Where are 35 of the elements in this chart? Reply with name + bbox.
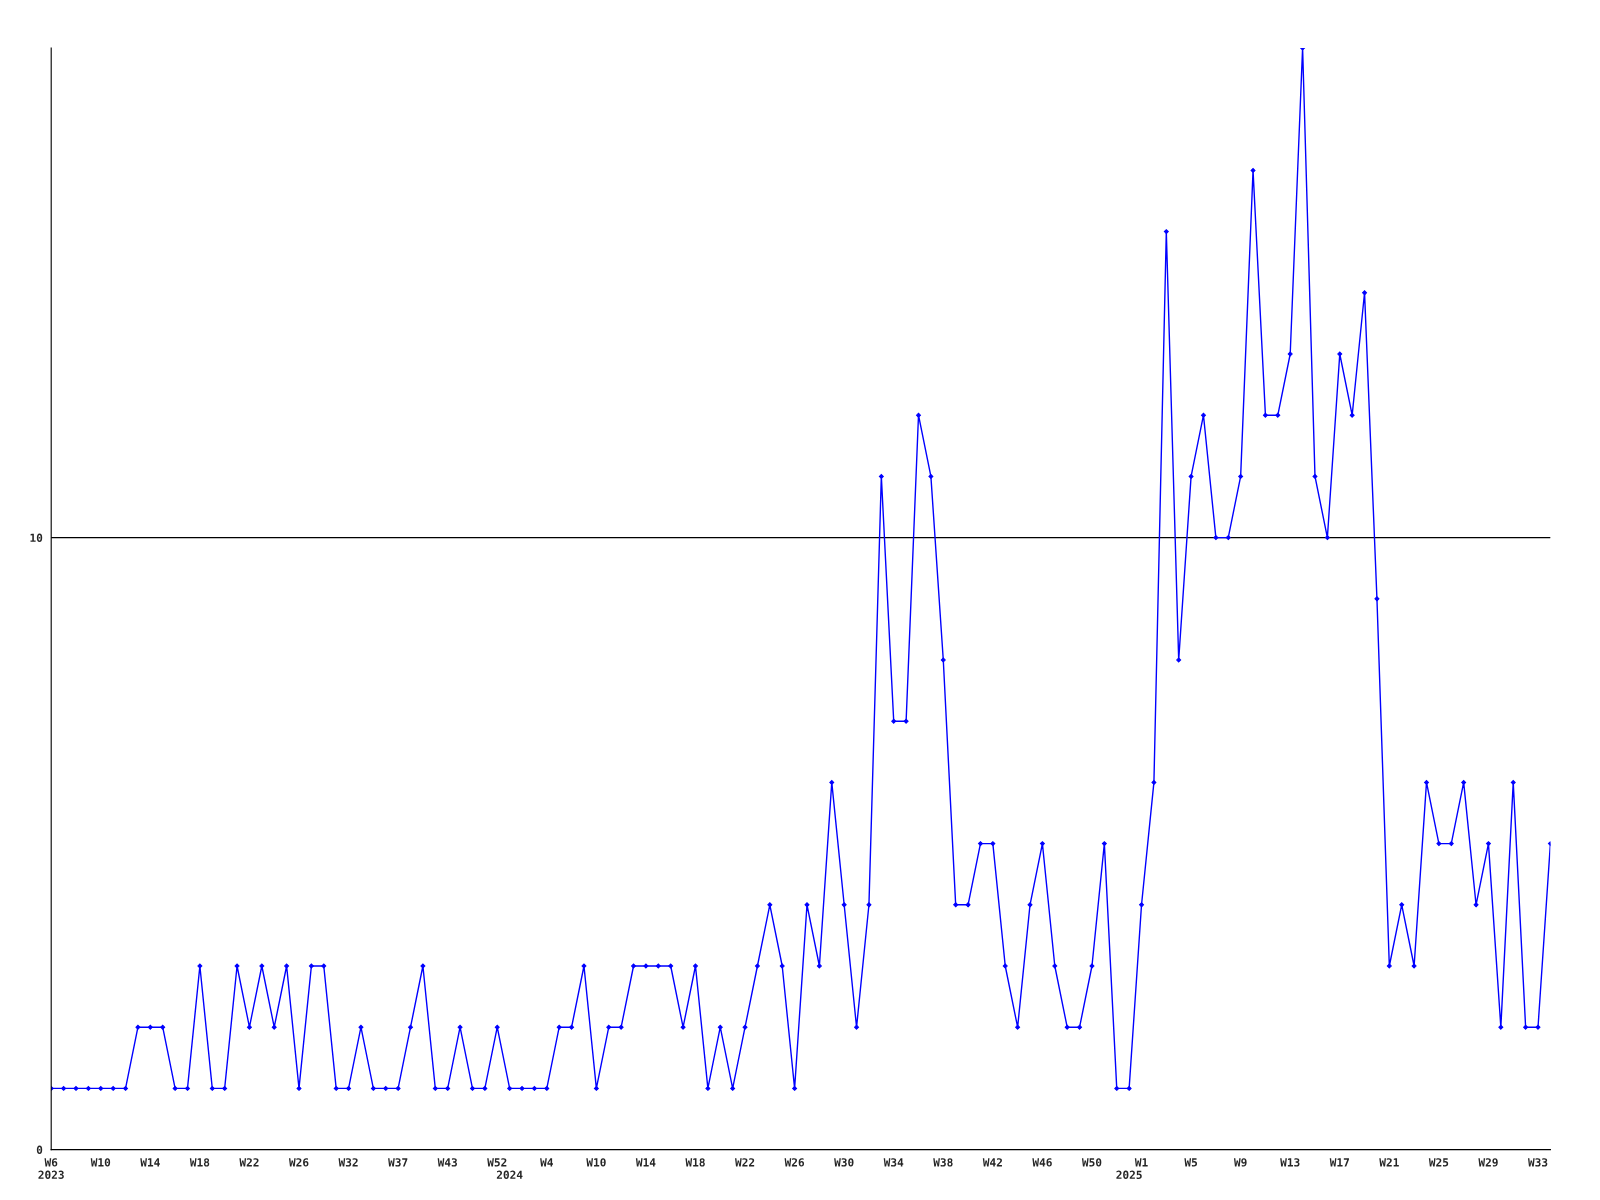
x-tick-label: W25: [1428, 1158, 1449, 1167]
x-tick-label: W37: [388, 1158, 408, 1167]
x-tick-label: W52: [487, 1158, 507, 1167]
x-tick-label: W9: [1233, 1158, 1247, 1167]
x-tick-label: 2025: [1116, 1170, 1142, 1179]
y-tick-label: 10: [30, 533, 43, 542]
x-tick-label: W14: [140, 1158, 160, 1167]
x-tick-label: W38: [933, 1158, 953, 1167]
x-tick-label: W22: [239, 1158, 259, 1167]
x-tick-label: W4: [540, 1158, 553, 1167]
x-tick-label: W43: [437, 1158, 457, 1167]
x-tick-label: W5: [1184, 1158, 1198, 1167]
x-tick-label: W26: [784, 1158, 805, 1167]
x-tick-label: W34: [883, 1158, 904, 1167]
x-tick-label: W18: [685, 1158, 705, 1167]
x-tick-label: W17: [1329, 1158, 1349, 1167]
x-tick-label: W10: [90, 1158, 111, 1167]
y-tick-label: 0: [36, 1145, 43, 1154]
x-tick-label: W22: [735, 1158, 755, 1167]
x-tick-label: W42: [982, 1158, 1002, 1167]
x-tick-label: W18: [189, 1158, 210, 1167]
x-tick-label: W50: [1081, 1158, 1102, 1167]
x-tick-label: W21: [1379, 1158, 1399, 1167]
x-tick-label: W32: [338, 1158, 358, 1167]
x-tick-label: W26: [288, 1158, 309, 1167]
x-tick-label: W29: [1478, 1158, 1498, 1167]
x-tick-label: W1: [1134, 1158, 1148, 1167]
x-tick-label: W13: [1280, 1158, 1300, 1167]
x-tick-label: W6 2023: [38, 1158, 64, 1179]
x-tick-label: 2024: [496, 1170, 523, 1179]
x-tick-label: W46: [1032, 1158, 1052, 1167]
x-tick-label: W10: [586, 1158, 606, 1167]
x-tick-label: W33: [1527, 1158, 1548, 1167]
x-tick-label: W30: [834, 1158, 854, 1167]
x-tick-label: W14: [635, 1158, 656, 1167]
